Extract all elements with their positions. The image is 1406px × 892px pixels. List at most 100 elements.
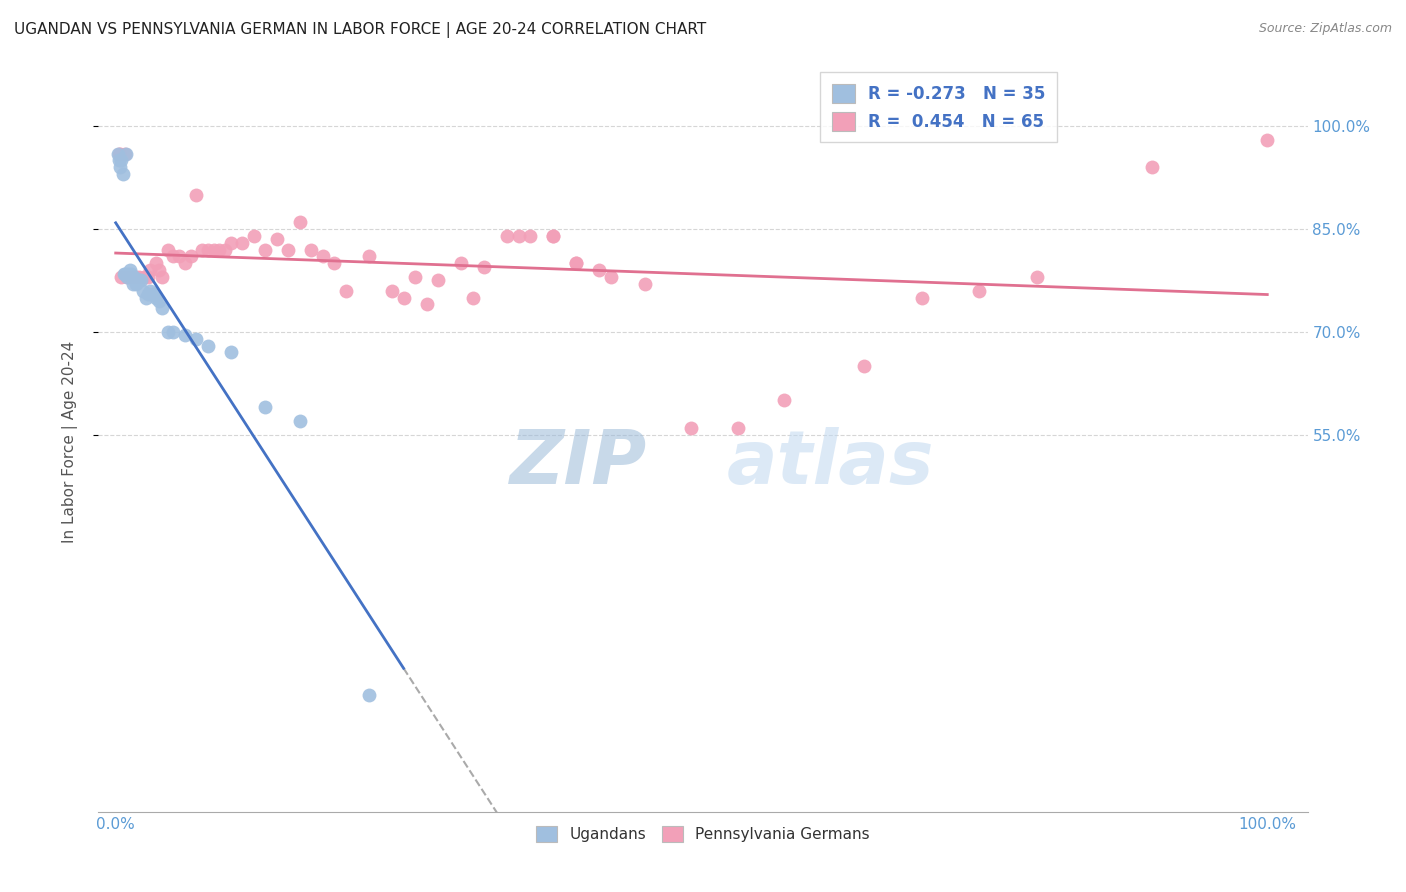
Point — [565, 256, 588, 270]
Point — [110, 153, 132, 168]
Point — [128, 273, 150, 287]
Point — [197, 243, 219, 257]
Point — [1140, 161, 1163, 175]
Point — [148, 263, 170, 277]
Point — [191, 243, 214, 257]
Point — [134, 270, 156, 285]
Point — [599, 270, 621, 285]
Point — [110, 146, 132, 161]
Point — [122, 270, 145, 285]
Point — [219, 235, 242, 250]
Point — [162, 250, 184, 264]
Point — [197, 338, 219, 352]
Point — [122, 270, 145, 285]
Point — [120, 267, 142, 281]
Point — [111, 167, 134, 181]
Point — [121, 270, 143, 285]
Point — [266, 232, 288, 246]
Point — [118, 270, 141, 285]
Point — [150, 301, 173, 315]
Point — [415, 297, 437, 311]
Point — [114, 267, 136, 281]
Point — [115, 270, 138, 285]
Point — [588, 263, 610, 277]
Point — [118, 263, 141, 277]
Point — [277, 243, 299, 257]
Point — [107, 146, 129, 161]
Point — [969, 284, 991, 298]
Point — [114, 146, 136, 161]
Point — [357, 250, 380, 264]
Point — [162, 325, 184, 339]
Legend: Ugandans, Pennsylvania Germans: Ugandans, Pennsylvania Germans — [530, 821, 876, 848]
Point — [122, 277, 145, 291]
Point — [231, 235, 253, 250]
Point — [139, 284, 162, 298]
Point — [772, 393, 794, 408]
Point — [141, 287, 163, 301]
Point — [129, 273, 152, 287]
Point — [727, 421, 749, 435]
Point — [254, 401, 277, 415]
Point — [496, 228, 519, 243]
Point — [150, 270, 173, 285]
Point — [108, 153, 131, 168]
Point — [186, 332, 208, 346]
Point — [173, 256, 195, 270]
Point — [634, 277, 657, 291]
Point — [508, 228, 530, 243]
Point — [543, 228, 565, 243]
Point — [145, 291, 167, 305]
Point — [461, 291, 484, 305]
Point — [132, 284, 155, 298]
Point — [202, 243, 225, 257]
Point — [288, 215, 311, 229]
Point — [208, 243, 231, 257]
Point — [254, 243, 277, 257]
Point — [381, 284, 404, 298]
Text: Source: ZipAtlas.com: Source: ZipAtlas.com — [1258, 22, 1392, 36]
Point — [243, 228, 266, 243]
Point — [357, 688, 380, 702]
Point — [450, 256, 472, 270]
Point — [288, 414, 311, 428]
Point — [136, 287, 159, 301]
Point — [335, 284, 357, 298]
Point — [427, 273, 450, 287]
Text: UGANDAN VS PENNSYLVANIA GERMAN IN LABOR FORCE | AGE 20-24 CORRELATION CHART: UGANDAN VS PENNSYLVANIA GERMAN IN LABOR … — [14, 22, 706, 38]
Point — [156, 243, 179, 257]
Point — [312, 250, 335, 264]
Point — [173, 328, 195, 343]
Point — [125, 270, 148, 285]
Point — [108, 146, 131, 161]
Point — [911, 291, 934, 305]
Point — [186, 187, 208, 202]
Point — [136, 270, 159, 285]
Point — [392, 291, 415, 305]
Point — [110, 270, 132, 285]
Point — [148, 293, 170, 308]
Point — [156, 325, 179, 339]
Point — [128, 270, 150, 285]
Point — [519, 228, 541, 243]
Point — [301, 243, 323, 257]
Point — [543, 228, 565, 243]
Point — [117, 267, 139, 281]
Point — [112, 267, 135, 281]
Point — [115, 270, 138, 285]
Point — [115, 146, 138, 161]
Y-axis label: In Labor Force | Age 20-24: In Labor Force | Age 20-24 — [62, 341, 77, 542]
Point — [472, 260, 495, 274]
Point — [214, 243, 236, 257]
Point — [853, 359, 876, 373]
Point — [139, 263, 162, 277]
Point — [404, 270, 426, 285]
Point — [565, 256, 588, 270]
Point — [323, 256, 346, 270]
Point — [681, 421, 703, 435]
Point — [135, 291, 157, 305]
Point — [219, 345, 242, 359]
Point — [180, 250, 202, 264]
Point — [110, 161, 132, 175]
Point — [125, 277, 148, 291]
